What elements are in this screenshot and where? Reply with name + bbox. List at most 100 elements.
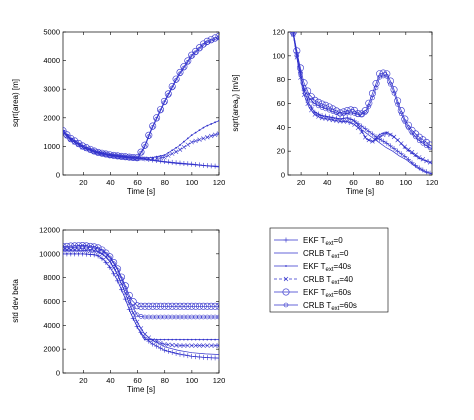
marker-point <box>206 124 209 127</box>
y-axis-label: sqrt(area) [m] <box>11 79 20 127</box>
marker-x <box>142 156 148 161</box>
marker-x <box>197 137 202 142</box>
marker-small-circle <box>134 156 140 161</box>
marker-point <box>202 338 205 341</box>
marker-point <box>357 124 359 127</box>
marker-point <box>81 252 84 255</box>
marker-small-circle <box>103 251 109 257</box>
marker-x <box>197 343 202 348</box>
marker-small-circle <box>111 261 116 266</box>
legend-entry: CRLB Text=0 <box>274 249 349 260</box>
y-tick-label: 40 <box>277 123 285 132</box>
marker-small-circle <box>127 296 132 301</box>
marker-point <box>163 338 166 341</box>
series-line <box>63 249 219 346</box>
marker-point <box>167 151 170 154</box>
marker-small-circle <box>359 112 364 117</box>
marker-small-circle <box>420 141 426 146</box>
marker-point <box>124 298 127 301</box>
marker-small-circle <box>388 81 393 87</box>
marker-point <box>190 338 193 341</box>
marker-x <box>216 133 219 136</box>
marker-small-circle <box>312 101 318 107</box>
marker-point <box>179 338 181 341</box>
marker-small-circle <box>216 314 219 320</box>
marker-small-circle <box>158 108 163 114</box>
series-line <box>63 253 219 340</box>
marker-x <box>334 118 339 123</box>
marker-point <box>186 338 189 341</box>
marker-x <box>216 345 219 348</box>
marker-point <box>328 116 331 118</box>
marker-point <box>310 106 313 109</box>
x-tick-label: 80 <box>161 376 169 385</box>
x-tick-label: 80 <box>161 178 169 187</box>
marker-x <box>330 117 336 123</box>
marker-circle <box>211 302 219 310</box>
marker-point <box>108 266 111 269</box>
marker-circle <box>184 302 192 310</box>
marker-point <box>147 338 150 341</box>
marker-point <box>382 132 385 135</box>
marker-small-circle <box>63 129 66 135</box>
legend-label: CRLB Text=0 <box>303 249 349 260</box>
marker-point <box>324 115 327 118</box>
marker-x <box>205 343 210 348</box>
marker-x <box>373 137 379 142</box>
marker-small-circle <box>107 255 113 261</box>
marker-point <box>210 123 213 125</box>
marker-point <box>214 338 217 341</box>
marker-small-circle <box>138 150 144 156</box>
marker-circle <box>63 242 71 250</box>
marker-x <box>388 132 393 138</box>
marker-x <box>150 337 155 343</box>
marker-x <box>138 326 144 331</box>
marker-point <box>317 113 320 116</box>
marker-point <box>214 121 217 124</box>
marker-point <box>206 338 209 341</box>
marker-x <box>201 136 206 141</box>
y-axis-label-main: std dev beta <box>11 279 20 323</box>
y-tick-label: 12000 <box>39 226 60 235</box>
marker-point <box>159 154 162 157</box>
series-line <box>292 34 432 164</box>
y-tick-label: 3000 <box>43 85 60 94</box>
marker-point <box>198 338 201 341</box>
marker-point <box>155 155 158 158</box>
marker-point <box>85 253 88 256</box>
marker-x <box>166 342 171 347</box>
y-tick-label: 1000 <box>43 142 60 151</box>
marker-small-circle <box>337 111 343 117</box>
x-tick-label: 100 <box>186 376 199 385</box>
marker-point <box>128 308 131 311</box>
marker-point <box>339 118 341 120</box>
marker-point <box>198 129 201 132</box>
marker-x <box>327 117 332 122</box>
y-tick-label: 120 <box>272 28 285 37</box>
marker-x <box>166 153 171 158</box>
marker-x <box>63 249 66 253</box>
y-tick-label: 0 <box>281 171 285 180</box>
marker-small-circle <box>146 134 152 139</box>
marker-circle <box>118 273 126 281</box>
marker-small-circle <box>409 130 415 136</box>
marker-point <box>378 133 381 136</box>
marker-x <box>359 129 364 135</box>
x-tick-label: 80 <box>375 178 383 187</box>
marker-x <box>391 134 397 140</box>
marker-x <box>84 248 89 253</box>
marker-small-circle <box>370 95 375 101</box>
marker-x <box>216 131 219 134</box>
marker-circle <box>133 302 141 310</box>
marker-x <box>212 132 218 137</box>
marker-small-circle <box>185 60 191 65</box>
y-axis-label-suffix: ) [m/s] <box>231 74 240 96</box>
plot-std-dev-beta: std dev beta Time [s] 20 40 60 80 100 120 0 200… <box>11 226 225 395</box>
series-line <box>292 32 432 147</box>
marker-x <box>177 343 183 348</box>
marker-x <box>316 114 321 119</box>
marker-small-circle <box>177 71 183 77</box>
marker-point <box>171 338 174 341</box>
marker-small-circle <box>68 137 74 143</box>
marker-point <box>190 134 193 137</box>
